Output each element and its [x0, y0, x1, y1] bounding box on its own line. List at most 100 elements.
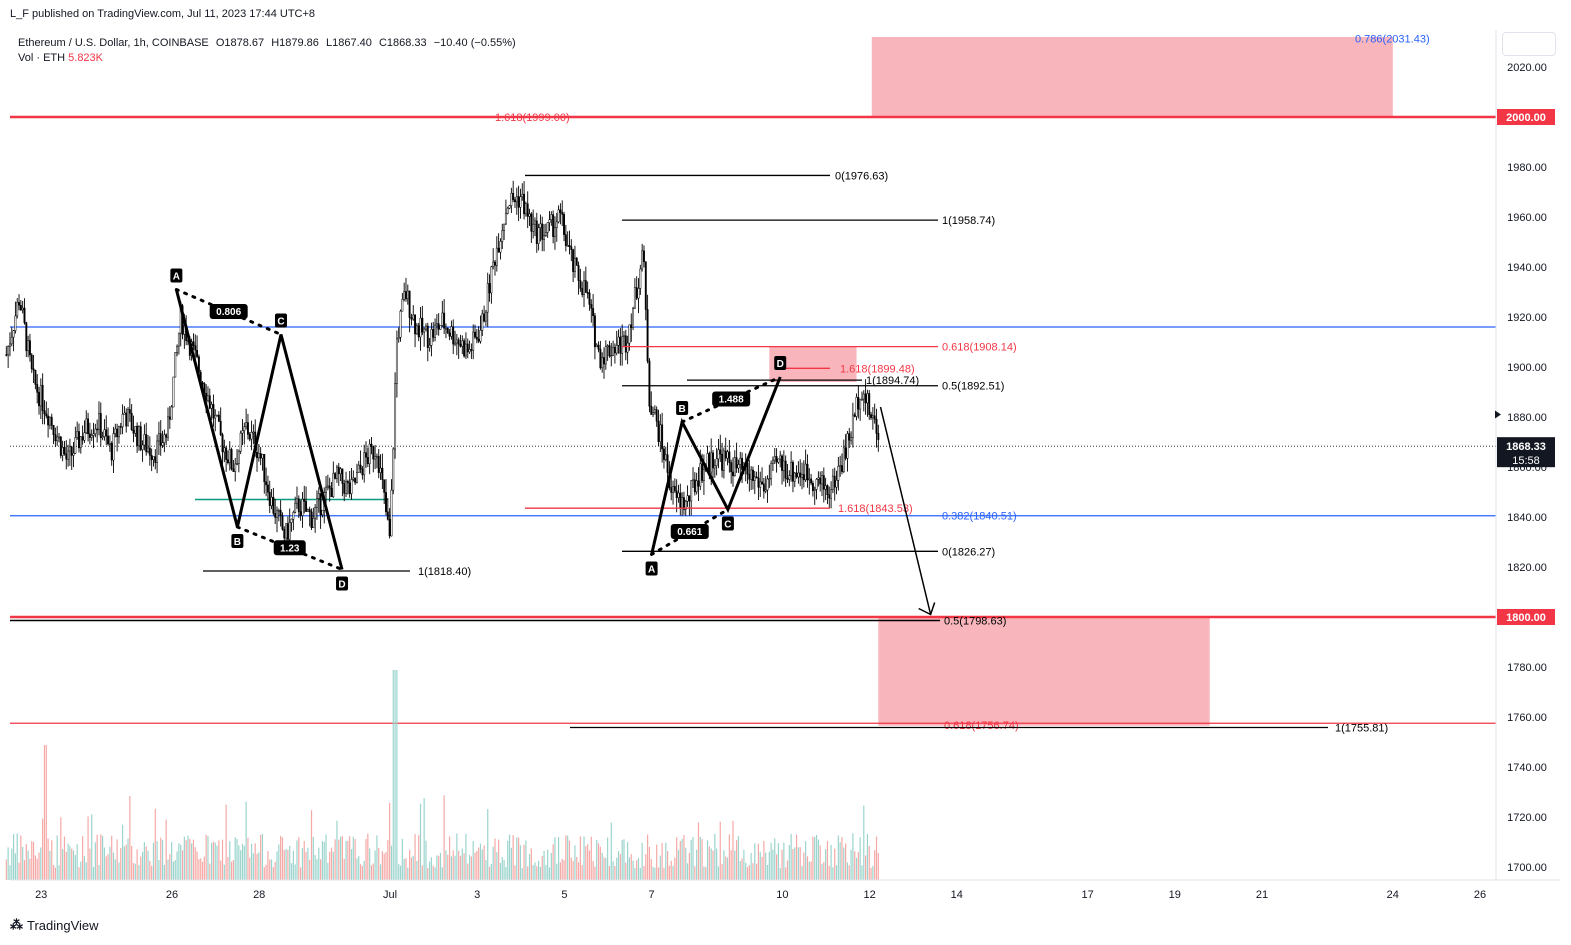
volume-bar — [29, 858, 31, 880]
volume-bar — [523, 844, 525, 880]
candle-body — [452, 326, 455, 345]
candle-body — [281, 515, 284, 530]
volume-bar — [345, 840, 347, 880]
candle-body — [381, 467, 384, 480]
candle-body — [817, 477, 820, 480]
volume-bar — [799, 847, 801, 880]
volume-bar — [369, 848, 371, 880]
volume-bar — [617, 851, 620, 880]
candle-body — [577, 265, 580, 281]
candle-body — [686, 495, 689, 502]
volume-bar — [454, 855, 456, 880]
candle-body — [633, 287, 636, 309]
candle-body — [326, 485, 329, 488]
volume-bar — [423, 798, 425, 880]
volume-bar — [141, 851, 144, 880]
candle-body — [826, 485, 829, 496]
volume-bar — [167, 859, 169, 880]
volume-bar — [349, 836, 351, 880]
target-zones — [769, 37, 1393, 726]
candle-body — [394, 383, 397, 450]
volume-bar — [470, 856, 472, 880]
candle-body — [795, 472, 798, 478]
volume-bar — [456, 833, 458, 880]
candle-body — [831, 475, 834, 490]
volume-bar — [792, 848, 794, 880]
candle-body — [842, 447, 845, 472]
candle-body — [808, 478, 811, 481]
volume-bar — [785, 867, 787, 880]
candle-body — [132, 429, 135, 434]
volume-bar — [601, 852, 603, 880]
volume-bar — [174, 860, 176, 880]
candle-body — [630, 324, 633, 328]
candle-body — [652, 412, 655, 415]
candle-body — [154, 456, 157, 463]
candle-body — [868, 393, 871, 415]
price-badge-label: 1800.00 — [1506, 612, 1546, 624]
candle-body — [557, 209, 560, 223]
candle-body — [450, 326, 453, 337]
candle-body — [354, 477, 357, 483]
candle-body — [646, 309, 649, 362]
candle-body — [797, 472, 800, 478]
volume-bar — [16, 833, 18, 880]
candle-body — [265, 481, 268, 486]
volume-bar — [705, 866, 707, 880]
candle-body — [619, 336, 622, 354]
candle-body — [430, 329, 433, 346]
volume-bar — [292, 850, 294, 880]
volume-bar — [463, 853, 465, 880]
candle-body — [853, 414, 856, 417]
candle-body — [16, 302, 19, 317]
candle-body — [621, 336, 624, 354]
candle-body — [463, 340, 466, 357]
volume-bar — [501, 857, 503, 880]
candle-body — [167, 416, 169, 438]
volume-bar — [746, 867, 749, 880]
candle-body — [437, 323, 440, 330]
volume-bar — [323, 841, 325, 880]
candle-body — [472, 331, 475, 351]
volume-bar — [743, 849, 745, 880]
volume-bar — [298, 837, 300, 880]
candle-body — [650, 405, 653, 415]
candle-body — [675, 490, 678, 498]
volume-bar — [32, 841, 35, 880]
candle-body — [615, 344, 618, 354]
volume-bar — [109, 846, 111, 880]
candle-body — [412, 314, 415, 320]
volume-bar — [274, 861, 276, 880]
price-tick-label: 1960.00 — [1507, 212, 1547, 224]
volume-bar — [200, 858, 202, 880]
time-tick-label: 19 — [1169, 889, 1181, 901]
footer: ⁂ TradingView — [10, 917, 99, 933]
candle-body — [695, 480, 698, 493]
volume-bar — [352, 836, 354, 880]
candle-body — [59, 436, 62, 456]
candle-body — [98, 413, 100, 430]
candle-body — [23, 307, 26, 323]
volume-bar — [730, 850, 732, 880]
volume-bar — [656, 844, 658, 880]
volume-bar — [180, 844, 182, 880]
volume-bar — [265, 864, 267, 880]
volume-bar — [467, 863, 469, 880]
volume-bar — [605, 858, 607, 880]
volume-bar — [31, 841, 33, 880]
volume-bar — [659, 855, 661, 880]
chart-settings-box[interactable] — [1502, 32, 1556, 56]
candle-body — [227, 459, 229, 463]
volume-bar — [376, 835, 378, 880]
candle-body — [773, 456, 776, 461]
candle-body — [470, 349, 473, 351]
candle-body — [701, 463, 704, 481]
axes: 2020.00 2000.00 1980.00 1960.00 1940.00 1920.… — [10, 30, 1560, 901]
volume-bar — [487, 809, 489, 880]
candle-body — [624, 335, 627, 353]
fib-label: 1(1958.74) — [942, 215, 995, 227]
volume-bar — [439, 852, 442, 880]
volume-bar — [185, 840, 187, 880]
volume-bar — [98, 864, 100, 880]
